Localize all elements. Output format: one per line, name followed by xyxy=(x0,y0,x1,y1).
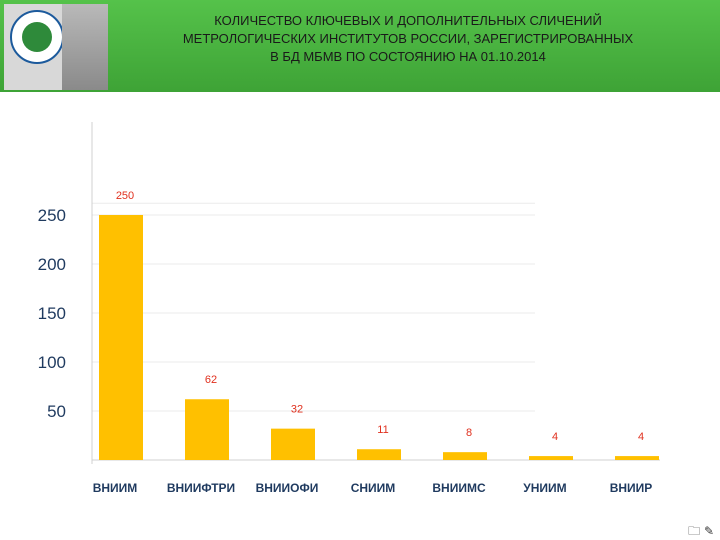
bar xyxy=(357,449,401,460)
y-tick-label: 100 xyxy=(38,353,66,372)
data-label: 11 xyxy=(377,424,388,436)
bar xyxy=(99,215,143,460)
y-tick-label: 150 xyxy=(38,304,66,323)
bar-chart: 50 100 150 200 250 250 ВНИИМ 62 ВНИИФТРИ 32 ВНИИОФ… xyxy=(38,122,660,495)
data-label: 62 xyxy=(205,374,217,386)
title-line: КОЛИЧЕСТВО КЛЮЧЕВЫХ И ДОПОЛНИТЕЛЬНЫХ СЛИ… xyxy=(214,13,602,28)
category-label: СНИИМ xyxy=(351,481,396,495)
bar xyxy=(529,456,573,460)
y-tick-label: 200 xyxy=(38,255,66,274)
data-label: 8 xyxy=(466,427,472,439)
building-photo xyxy=(62,4,108,90)
emblem-icon xyxy=(10,10,64,64)
category-label: ВНИИМ xyxy=(93,481,138,495)
bar xyxy=(615,456,659,460)
data-label: 250 xyxy=(116,190,134,202)
title-line: МЕТРОЛОГИЧЕСКИХ ИНСТИТУТОВ РОССИИ, ЗАРЕГ… xyxy=(182,31,634,46)
data-label: 4 xyxy=(638,431,644,443)
bar xyxy=(185,399,229,460)
bar xyxy=(271,428,315,460)
category-label: ВНИИМС xyxy=(432,481,486,495)
y-tick-label: 50 xyxy=(47,402,66,421)
category-label: УНИИМ xyxy=(523,481,566,495)
category-label: ВНИИР xyxy=(610,481,653,495)
category-label: ВНИИФТРИ xyxy=(167,481,235,495)
data-label: 4 xyxy=(552,431,558,443)
header-banner: КОЛИЧЕСТВО КЛЮЧЕВЫХ И ДОПОЛНИТЕЛЬНЫХ СЛИ… xyxy=(0,0,720,92)
title-line: В БД МБМВ ПО СОСТОЯНИЮ НА 01.10.2014 xyxy=(270,49,546,64)
bar xyxy=(443,452,487,460)
y-tick-label: 250 xyxy=(38,206,66,225)
page-title: КОЛИЧЕСТВО КЛЮЧЕВЫХ И ДОПОЛНИТЕЛЬНЫХ СЛИ… xyxy=(118,12,698,66)
category-label: ВНИИОФИ xyxy=(256,481,319,495)
globe-icon xyxy=(22,22,52,52)
corner-icons: 🗀 ✎ xyxy=(688,524,714,538)
data-label: 32 xyxy=(291,404,303,416)
logo xyxy=(4,4,108,90)
